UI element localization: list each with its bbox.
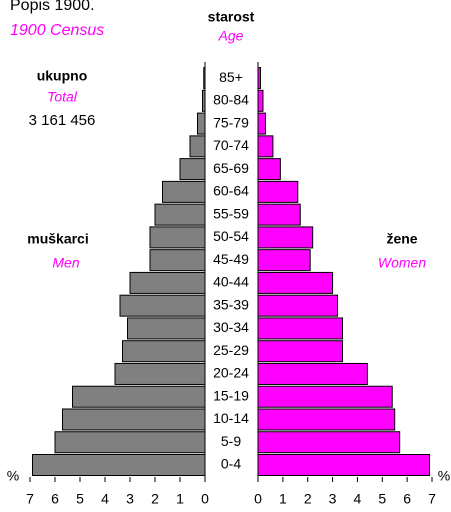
- bar: [257, 203, 301, 226]
- x-tick-label: 5: [378, 491, 386, 507]
- bar: [149, 249, 206, 272]
- bar: [32, 454, 206, 476]
- bar: [129, 271, 206, 294]
- x-tick-label: 1: [176, 491, 184, 507]
- legend-entry-en: Men: [52, 255, 79, 271]
- category-label: 70-74: [213, 137, 249, 153]
- x-tick-label: 3: [126, 491, 134, 507]
- bar: [127, 317, 206, 340]
- x-tick-label: 1: [279, 491, 287, 507]
- x-tick-label: 2: [151, 491, 159, 507]
- x-tick-label: 6: [51, 491, 59, 507]
- category-label: 55-59: [213, 205, 249, 221]
- category-label: 10-14: [213, 410, 249, 426]
- category-label: 80-84: [213, 92, 249, 108]
- category-label: 15-19: [213, 387, 249, 403]
- axis-label: starost: [208, 9, 255, 25]
- category-label: 85+: [219, 69, 243, 85]
- category-label: 0-4: [221, 456, 241, 472]
- x-tick-label: 5: [76, 491, 84, 507]
- x-tick-label: 0: [201, 491, 209, 507]
- total-label-en: Total: [47, 89, 78, 105]
- bar: [257, 271, 334, 294]
- bar: [154, 203, 206, 226]
- x-tick-label: 4: [101, 491, 109, 507]
- bar: [257, 112, 266, 135]
- category-label: 25-29: [213, 342, 249, 358]
- total: 3 161 456: [29, 112, 96, 129]
- bar: [257, 158, 281, 181]
- category-label: 5-9: [221, 433, 241, 449]
- bar: [257, 180, 299, 203]
- bar: [119, 294, 206, 317]
- unit-label: %: [438, 468, 450, 484]
- bar: [257, 362, 368, 385]
- x-tick-label: 7: [428, 491, 436, 507]
- category-label: 40-44: [213, 274, 249, 290]
- bar: [62, 408, 206, 431]
- chart-subtitle: 1900 Census: [10, 22, 104, 39]
- unit-label: %: [7, 468, 19, 484]
- category-label: 30-34: [213, 319, 249, 335]
- legend-entry-en: Women: [378, 255, 426, 271]
- bar: [257, 317, 344, 340]
- bar: [257, 226, 314, 249]
- bar: [72, 385, 206, 408]
- bar: [122, 340, 206, 363]
- bar: [257, 294, 339, 317]
- bar: [114, 362, 206, 385]
- bar: [54, 431, 206, 454]
- category-label: 75-79: [213, 114, 249, 130]
- bar: [162, 180, 206, 203]
- category-label: 50-54: [213, 228, 249, 244]
- x-tick-label: 6: [403, 491, 411, 507]
- bar: [257, 340, 344, 363]
- bar: [257, 408, 396, 431]
- legend-entry: muškarci: [27, 231, 88, 247]
- bar: [189, 135, 206, 158]
- category-label: 20-24: [213, 365, 249, 381]
- bar: [197, 112, 206, 135]
- x-tick-label: 4: [354, 491, 362, 507]
- x-tick-label: 3: [329, 491, 337, 507]
- bar: [257, 135, 274, 158]
- bar: [257, 89, 264, 112]
- category-label: 65-69: [213, 160, 249, 176]
- bar: [179, 158, 206, 181]
- bar: [257, 249, 311, 272]
- x-tick-label: 2: [304, 491, 312, 507]
- axis-label-en: Age: [218, 28, 244, 44]
- bar: [257, 431, 401, 454]
- x-tick-label: 0: [254, 491, 262, 507]
- chart-title: Popis 1900.: [10, 0, 95, 14]
- category-label: 35-39: [213, 296, 249, 312]
- bar: [257, 385, 393, 408]
- category-label: 45-49: [213, 251, 249, 267]
- total-label: ukupno: [37, 68, 88, 84]
- category-label: 60-64: [213, 183, 249, 199]
- x-tick-label: 7: [26, 491, 34, 507]
- bar: [149, 226, 206, 249]
- bar: [257, 454, 431, 476]
- legend-entry: žene: [386, 231, 417, 247]
